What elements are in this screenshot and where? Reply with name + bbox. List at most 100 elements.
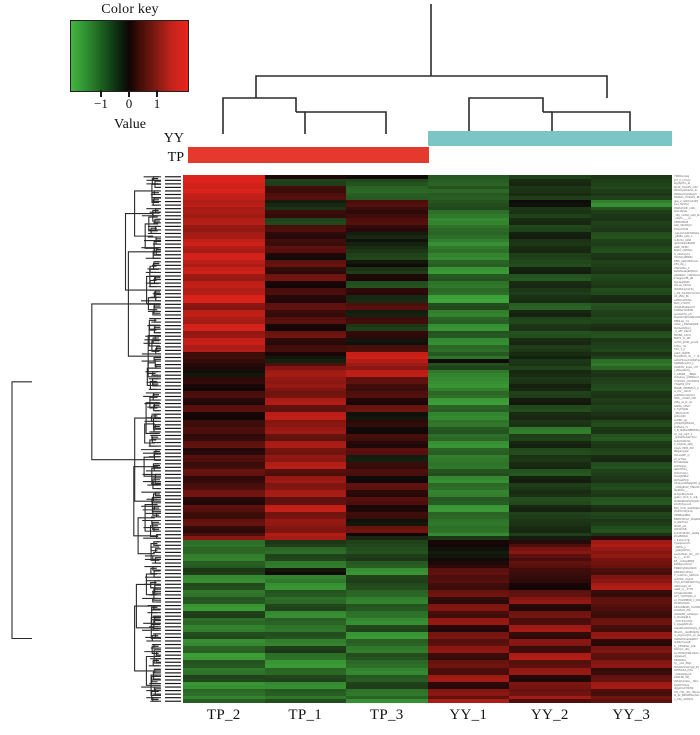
heatmap-cell [346,352,428,356]
row-label: _3UzY67pzZQ2 [674,619,693,623]
heatmap-cell [427,302,509,307]
row-label: J6UirKY0fgnLsk [674,510,693,514]
heatmap-cell [509,373,591,377]
heatmap-cell [183,440,265,445]
heatmap-cell [183,632,265,636]
heatmap-cell [183,423,265,427]
row-label: LOi5wnp_rV [674,425,689,429]
row-label: 0SWosoCQOdkgxV [674,192,697,196]
row-label: mJK2Xo_jo8M [674,238,691,242]
heatmap-cell [264,610,346,615]
row-label: _ebqch____uc [674,217,692,221]
heatmap-cell [183,299,265,303]
heatmap-cell [346,656,428,661]
heatmap-cell [590,394,672,399]
heatmap-cell [264,508,346,512]
heatmap-cell [509,610,591,615]
heatmap-cell [590,486,672,491]
row-label: 3z_prT6sp [674,457,687,461]
heatmap-cell [183,302,265,307]
heatmap-cell [264,596,346,601]
heatmap-cell [183,476,265,480]
heatmap-cell [590,302,672,307]
heatmap-cell [509,674,591,679]
heatmap-cell [183,660,265,665]
heatmap-cell [427,586,509,590]
heatmap-cell [590,380,672,385]
heatmap-cell [509,238,591,243]
heatmap-cell [590,316,672,321]
heatmap-cell [183,430,265,434]
heatmap-cell [509,299,591,303]
heatmap-cell [346,299,428,303]
heatmap-cell [264,486,346,491]
row-label: 76eFnrBxx_1 [674,266,690,270]
heatmap-cell [427,529,509,533]
heatmap-cell [264,245,346,250]
column-label-2: TP_3 [369,707,404,723]
heatmap-cell [346,412,428,416]
heatmap-cell [590,405,672,409]
heatmap-cell [183,238,265,243]
row-label: SlU8wO_3Y3bW4_JB_ [674,196,700,200]
heatmap-cell [427,281,509,285]
row-label: DdhdppvyfC3y7 [674,563,693,567]
heatmap-cell [590,578,672,583]
group-label-tp: TP [167,150,184,165]
heatmap-cell [509,419,591,424]
heatmap-cell [590,178,672,183]
heatmap-cell [509,617,591,622]
heatmap-cell [590,444,672,448]
heatmap-cell [509,263,591,268]
heatmap-cell [264,437,346,441]
heatmap-cell [590,660,672,665]
heatmap-cell [427,511,509,516]
heatmap-grid[interactable] [183,175,672,703]
heatmap-cell [427,196,509,200]
heatmap-cell [427,320,509,324]
heatmap-cell [346,539,428,544]
heatmap-cell [183,699,265,703]
heatmap-cell [183,607,265,611]
heatmap-cell [183,639,265,643]
row-label: Gx17RfbQ6IdjLOkw2 [674,651,699,655]
heatmap-cell [427,217,509,222]
heatmap-cell [590,610,672,615]
heatmap-cell [264,465,346,470]
heatmap-cell [183,625,265,629]
heatmap-cell [183,405,265,409]
heatmap-cell [427,330,509,335]
heatmap-cell [183,380,265,385]
heatmap-cell [183,263,265,268]
heatmap-cell [183,667,265,672]
heatmap-cell [346,667,428,672]
heatmap-cell [590,213,672,218]
heatmap-cell [427,306,509,310]
heatmap-cell [509,196,591,200]
heatmap-cell [183,518,265,523]
heatmap-cell [590,182,672,186]
heatmap-cell [264,228,346,232]
heatmap-cell [427,295,509,300]
heatmap-cell [590,391,672,395]
heatmap-cell [427,316,509,321]
row-label: FigXlzTnHAs [674,683,690,687]
heatmap-cell [509,267,591,271]
heatmap-cell [590,653,672,657]
row-label: eSR13kl_6M_ [674,676,691,680]
heatmap-cell [346,313,428,317]
heatmap-cell [590,621,672,626]
heatmap-cell [427,352,509,356]
heatmap-cell [183,206,265,211]
heatmap-cell [264,614,346,618]
heatmap-cell [183,231,265,236]
heatmap-cell [427,291,509,296]
heatmap-cell [264,291,346,296]
row-label: D60A0tIiw_ [674,658,688,662]
row-label: eXvZChopum2 [674,503,692,507]
heatmap-cell [264,539,346,544]
heatmap-cell [427,660,509,665]
heatmap-cell [427,518,509,523]
heatmap-cell [509,231,591,236]
heatmap-cell [427,614,509,618]
